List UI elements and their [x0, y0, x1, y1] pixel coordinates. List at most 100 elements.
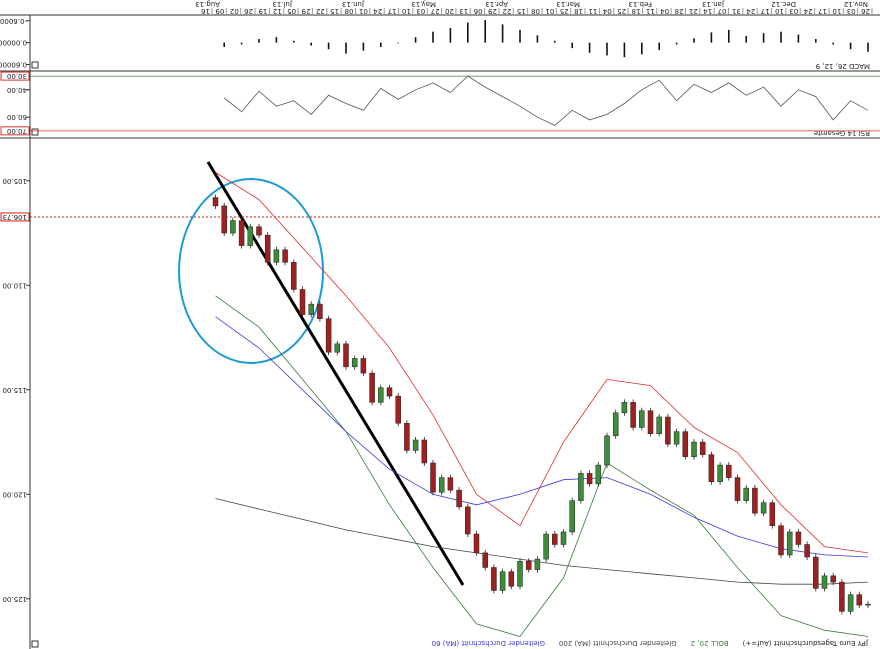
- macd-bar: [293, 40, 295, 43]
- candle: [612, 412, 619, 437]
- candle: [421, 439, 428, 464]
- y-tick-label: -0.600000: [0, 17, 27, 25]
- day-label: 12: [273, 7, 282, 15]
- day-label: 17: [761, 7, 770, 15]
- day-label: 18: [574, 7, 583, 15]
- candle: [491, 567, 497, 591]
- candle: [386, 387, 393, 397]
- panel-icon[interactable]: [31, 640, 39, 648]
- candle: [238, 220, 245, 246]
- candle: [369, 372, 375, 403]
- day-label: 18: [632, 7, 641, 15]
- day-label: 11: [588, 7, 597, 15]
- candle: [560, 531, 567, 545]
- macd-bar: [693, 38, 695, 43]
- candle: [334, 343, 341, 353]
- candle: [212, 197, 219, 207]
- macd-bar: [780, 31, 782, 43]
- level-box: [0, 126, 30, 136]
- y-tick-label: 0.600000: [0, 61, 27, 69]
- candle: [682, 431, 689, 457]
- month-label: Nov.12: [844, 0, 868, 8]
- candle: [769, 502, 776, 526]
- candle: [691, 441, 697, 457]
- candle: [552, 533, 558, 545]
- macd-bar: [588, 42, 591, 53]
- macd-bar: [623, 42, 626, 58]
- day-label: 04: [602, 7, 611, 15]
- macd-bar: [536, 35, 539, 43]
- candle: [699, 441, 706, 455]
- panel-icon[interactable]: [31, 61, 39, 69]
- day-label: 29: [488, 7, 497, 15]
- macd-bar: [797, 34, 800, 43]
- month-label: May.13: [411, 0, 436, 8]
- y-tick-label: 0.000000: [0, 39, 27, 47]
- month-label: Mar.13: [556, 0, 580, 8]
- candle: [569, 500, 575, 533]
- candle: [438, 477, 445, 493]
- candle: [412, 439, 419, 451]
- macd-bar: [849, 42, 852, 50]
- day-label: 24: [373, 7, 382, 15]
- panel-icon[interactable]: [31, 128, 39, 136]
- candle: [317, 303, 323, 320]
- y-tick-label: 115.00: [3, 386, 28, 394]
- macd-bar: [432, 31, 434, 43]
- macd-bar: [362, 42, 365, 51]
- candle: [578, 473, 584, 501]
- highlight-circle: [178, 178, 324, 364]
- candle: [308, 303, 314, 315]
- candle: [456, 489, 462, 508]
- candle: [586, 473, 593, 485]
- day-label: 10: [775, 7, 784, 15]
- day-label: 07: [718, 7, 727, 15]
- candle: [517, 560, 523, 587]
- day-label: 28: [675, 7, 684, 15]
- day-label: 03: [416, 7, 425, 15]
- day-label: 26: [861, 7, 870, 15]
- day-label: 29: [302, 7, 311, 15]
- macd-bar: [641, 42, 643, 55]
- macd-bar: [380, 42, 382, 48]
- macd-bar: [710, 32, 713, 43]
- candle: [639, 410, 645, 428]
- candle: [804, 544, 810, 558]
- macd-bar: [449, 28, 452, 43]
- day-label: 03: [847, 7, 856, 15]
- candle: [673, 431, 680, 445]
- candle: [830, 575, 836, 583]
- candle: [786, 531, 793, 556]
- macd-bar: [658, 42, 660, 50]
- day-label: 24: [803, 7, 812, 15]
- candle: [282, 249, 288, 263]
- day-label: 10: [832, 7, 841, 15]
- candle: [630, 402, 636, 428]
- candle: [847, 594, 854, 612]
- day-label: 02: [230, 7, 239, 15]
- day-label: 17: [388, 7, 397, 15]
- macd-bar: [762, 33, 765, 43]
- day-label: 01: [359, 7, 368, 15]
- indicator-line: [215, 316, 869, 558]
- candle: [404, 423, 410, 451]
- day-label: 08: [345, 7, 354, 15]
- macd-bar: [745, 36, 747, 43]
- day-label: 09: [215, 7, 224, 15]
- candle: [247, 226, 254, 246]
- macd-bar: [728, 29, 730, 43]
- panel-title: MACD 26, 12, 9: [816, 62, 870, 70]
- month-label: Jun.13: [342, 0, 365, 8]
- candle: [795, 531, 802, 545]
- candle: [325, 318, 332, 353]
- day-label: 22: [502, 7, 511, 15]
- day-label: 14: [703, 7, 712, 15]
- level-box: [0, 71, 30, 81]
- price-marker-box: [0, 212, 30, 222]
- day-label: 08: [531, 7, 540, 15]
- macd-bar: [606, 42, 608, 56]
- day-label: 31: [732, 7, 741, 15]
- candle: [534, 558, 541, 570]
